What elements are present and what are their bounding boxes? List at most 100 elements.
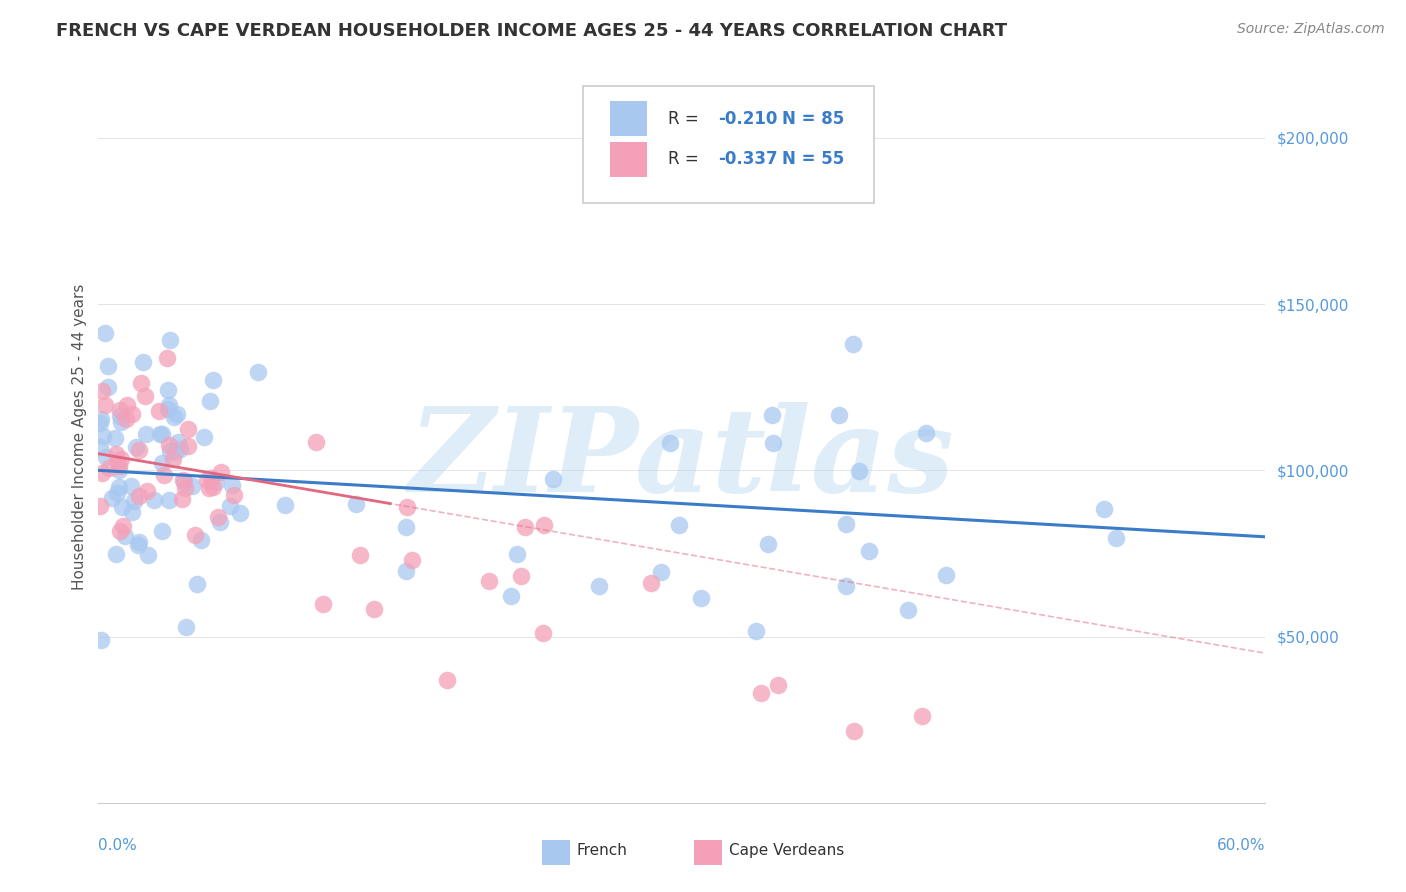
Point <box>105 485 128 500</box>
Text: 60.0%: 60.0% <box>1218 838 1265 853</box>
Point <box>363 602 385 616</box>
Point <box>150 524 173 538</box>
Point <box>134 389 156 403</box>
Point <box>761 408 783 422</box>
Text: Source: ZipAtlas.com: Source: ZipAtlas.com <box>1237 22 1385 37</box>
Point <box>138 549 160 563</box>
Point <box>219 499 242 513</box>
Point <box>89 440 111 454</box>
Point <box>173 473 195 487</box>
Point <box>124 494 146 508</box>
Point <box>136 483 159 498</box>
Point <box>174 481 197 495</box>
Point <box>94 326 117 341</box>
Point <box>125 440 148 454</box>
Point <box>177 422 200 436</box>
Point <box>128 489 150 503</box>
Point <box>689 591 711 605</box>
Point <box>104 447 127 461</box>
Point <box>198 481 221 495</box>
Point <box>513 519 536 533</box>
Point <box>166 434 188 449</box>
Point <box>828 409 851 423</box>
Point <box>127 538 149 552</box>
Point <box>96 359 118 373</box>
Point <box>101 491 124 505</box>
Point <box>1092 502 1115 516</box>
Point <box>90 411 112 425</box>
Point <box>197 474 219 488</box>
Point <box>312 597 335 611</box>
Point <box>344 497 367 511</box>
Point <box>166 407 188 421</box>
Point <box>224 488 246 502</box>
Bar <box>610 102 647 136</box>
Point <box>159 443 181 458</box>
Point <box>401 553 423 567</box>
Point <box>94 398 117 412</box>
Point <box>128 442 150 457</box>
Point <box>198 393 221 408</box>
Point <box>915 426 938 441</box>
Point <box>157 401 180 416</box>
Point <box>121 407 143 421</box>
Point <box>153 467 176 482</box>
Point <box>159 333 181 347</box>
Point <box>108 459 131 474</box>
Point <box>200 470 222 484</box>
Point <box>121 505 143 519</box>
Point <box>108 409 131 423</box>
Point <box>190 533 212 547</box>
Bar <box>541 840 569 865</box>
Point <box>110 415 132 429</box>
Point <box>135 427 157 442</box>
Point <box>509 569 531 583</box>
Point <box>111 519 134 533</box>
Point <box>148 404 170 418</box>
Point <box>97 380 120 394</box>
Point <box>531 626 554 640</box>
Point <box>163 409 186 424</box>
Point <box>150 456 173 470</box>
Point <box>247 365 270 379</box>
Point <box>834 516 856 531</box>
Point <box>478 574 501 588</box>
Text: Cape Verdeans: Cape Verdeans <box>728 843 844 858</box>
Point <box>499 589 522 603</box>
Point <box>506 547 529 561</box>
Point <box>110 452 132 467</box>
Bar <box>693 840 721 865</box>
Point <box>841 337 863 351</box>
Point <box>89 499 111 513</box>
Text: R =: R = <box>668 150 704 168</box>
Bar <box>610 142 647 177</box>
Point <box>897 603 920 617</box>
Point <box>650 565 672 579</box>
Point <box>128 535 150 549</box>
Point <box>107 455 129 469</box>
Point <box>209 465 232 479</box>
Point <box>541 472 564 486</box>
Point <box>115 412 138 426</box>
Point <box>90 632 112 647</box>
Point <box>658 436 681 450</box>
Point <box>108 402 131 417</box>
Y-axis label: Householder Income Ages 25 - 44 years: Householder Income Ages 25 - 44 years <box>72 284 87 591</box>
Point <box>142 493 165 508</box>
Point <box>162 451 184 466</box>
Point <box>205 475 228 490</box>
Point <box>835 580 858 594</box>
Point <box>1104 532 1126 546</box>
Point <box>89 416 111 430</box>
Point <box>588 579 610 593</box>
Text: -0.337: -0.337 <box>718 150 778 168</box>
Point <box>157 383 180 397</box>
Point <box>768 678 790 692</box>
Text: French: French <box>576 843 627 858</box>
Point <box>935 567 957 582</box>
Point <box>157 493 180 508</box>
Point <box>176 439 198 453</box>
Point <box>762 435 785 450</box>
Point <box>114 529 136 543</box>
Point <box>668 518 690 533</box>
